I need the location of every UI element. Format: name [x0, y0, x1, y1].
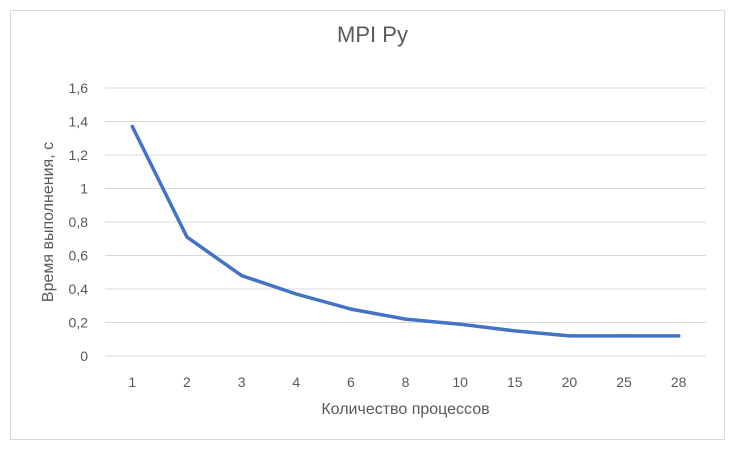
- y-tick-label: 1,6: [69, 80, 89, 96]
- data-point: [567, 334, 571, 338]
- x-tick-label: 20: [562, 374, 578, 390]
- y-tick-label: 0: [80, 348, 88, 364]
- y-tick-label: 1: [80, 181, 88, 197]
- data-point: [404, 317, 407, 321]
- data-point: [130, 125, 134, 129]
- y-tick-label: 0,4: [69, 281, 89, 297]
- y-tick-label: 0,8: [69, 214, 89, 230]
- x-tick-label: 15: [507, 374, 523, 390]
- series-line: [130, 124, 681, 338]
- x-tick-label: 2: [183, 374, 191, 390]
- x-tick-labels: 1 2 3 4 6 8 10 15 20 25 28: [128, 374, 686, 390]
- chart-frame: [10, 10, 725, 440]
- y-axis-title: Время выполнения, с: [40, 142, 57, 302]
- y-tick-label: 1,2: [69, 147, 89, 163]
- y-tick-label: 0,2: [69, 315, 89, 331]
- data-point: [677, 334, 681, 338]
- data-point: [294, 292, 298, 296]
- gridlines: [105, 87, 706, 357]
- x-axis-title: Количество процессов: [321, 401, 489, 418]
- x-tick-label: 3: [238, 374, 246, 390]
- x-tick-label: 10: [452, 374, 468, 390]
- y-tick-label: 1,4: [69, 114, 89, 130]
- chart-title: MPI Py: [337, 22, 408, 47]
- x-tick-label: 6: [347, 374, 355, 390]
- y-tick-labels: 0 0,2 0,4 0,6 0,8 1 1,2 1,4 1,6: [69, 80, 89, 364]
- y-tick-label: 0,6: [69, 248, 89, 264]
- data-point: [622, 334, 626, 338]
- series-layer: [130, 124, 681, 338]
- data-point: [513, 329, 517, 333]
- data-point: [458, 322, 462, 326]
- x-tick-label: 4: [292, 374, 300, 390]
- x-tick-label: 25: [616, 374, 632, 390]
- x-tick-label: 1: [128, 374, 136, 390]
- data-point: [349, 307, 353, 311]
- data-point: [240, 274, 244, 278]
- data-point: [185, 235, 189, 239]
- x-tick-label: 8: [402, 374, 410, 390]
- x-tick-label: 28: [671, 374, 687, 390]
